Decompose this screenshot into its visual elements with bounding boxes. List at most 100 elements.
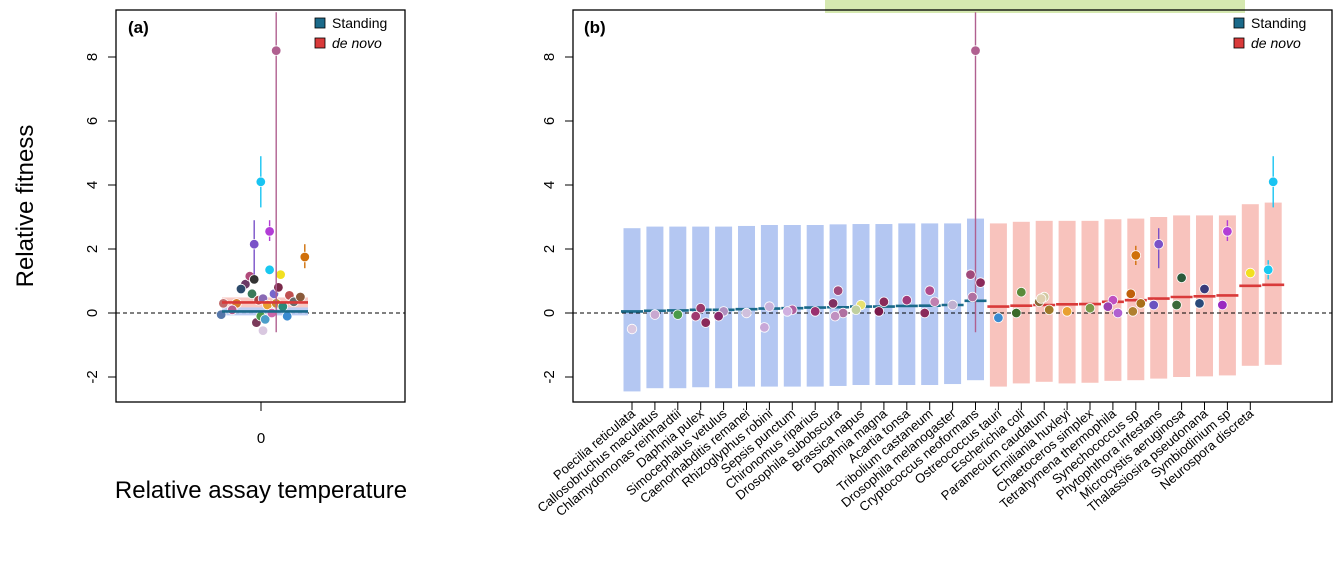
panel-b-y-axis: -2 0 2 4 6 8: [541, 53, 573, 384]
prediction-band: [738, 225, 755, 387]
data-point: [264, 226, 275, 237]
legend-b-denovo-swatch: [1233, 37, 1245, 49]
data-point: [275, 269, 286, 280]
data-point: [273, 282, 284, 293]
prediction-band: [1058, 220, 1076, 384]
data-point: [1153, 238, 1164, 250]
data-point: [1262, 264, 1274, 276]
data-point: [1084, 303, 1096, 314]
data-point: [924, 285, 935, 296]
data-point: [264, 264, 275, 276]
data-point: [1016, 287, 1027, 298]
data-point: [1102, 301, 1114, 312]
data-point: [1112, 307, 1124, 319]
data-point: [759, 322, 770, 333]
data-point: [782, 306, 793, 317]
data-point: [255, 176, 266, 188]
data-point: [1135, 298, 1147, 309]
data-point: [1125, 288, 1137, 300]
panel-b-y-tick-label: 4: [541, 181, 558, 189]
panel-b-y-tick-label: 8: [541, 53, 558, 61]
data-point: [873, 306, 885, 317]
data-point: [1199, 283, 1210, 295]
data-point: [695, 303, 706, 314]
legend-a-denovo-label: de novo: [332, 35, 382, 51]
data-point: [282, 311, 293, 322]
panel-a-plot-area: [116, 12, 405, 336]
legend-a-denovo-swatch: [314, 37, 326, 49]
data-point: [1011, 307, 1022, 319]
data-point: [246, 288, 258, 300]
data-point: [1171, 299, 1182, 311]
data-point: [700, 317, 711, 328]
legend-b-denovo-label: de novo: [1251, 35, 1301, 51]
data-point: [827, 298, 839, 309]
data-point: [713, 311, 724, 322]
panel-b-tag: (b): [584, 18, 606, 37]
panel-a-y-axis: -2 0 2 4 6 8: [84, 53, 116, 384]
data-point: [1061, 306, 1073, 317]
prediction-band: [1012, 221, 1030, 384]
prediction-band: [646, 226, 664, 389]
data-point: [271, 45, 282, 56]
legend-b-standing-swatch: [1233, 17, 1245, 29]
panel-b-y-tick-label: 6: [541, 117, 558, 125]
data-point: [878, 296, 890, 308]
legend-b-standing-label: Standing: [1251, 15, 1306, 31]
x-axis-title: Relative assay temperature: [115, 477, 407, 504]
data-point: [967, 291, 978, 303]
data-point: [295, 291, 306, 303]
prediction-band: [669, 226, 687, 389]
prediction-band: [829, 224, 847, 386]
panel-b-y-tick-label: 0: [541, 309, 558, 317]
data-point: [690, 311, 701, 322]
prediction-band: [921, 223, 939, 385]
panel-b-legend: Standing de novo: [1233, 15, 1306, 51]
data-point: [260, 314, 271, 325]
data-point: [1035, 293, 1047, 304]
panel-a-y-tick-label: 6: [84, 117, 101, 125]
data-point: [1130, 250, 1142, 261]
data-point: [1148, 299, 1159, 311]
panel-b: (b) Standing de novo -2 0 2 4 6 8 Poecilia re…: [534, 9, 1333, 519]
data-point: [1194, 298, 1205, 309]
data-point: [257, 325, 269, 336]
data-point: [1127, 306, 1139, 317]
data-point: [226, 304, 238, 316]
data-point: [829, 311, 841, 322]
prediction-band: [623, 228, 641, 392]
panel-a: (a) Standing de novo -2 0 2 4 6 8 0 Relative …: [12, 9, 407, 504]
data-point: [810, 306, 821, 317]
y-axis-title: Relative fitness: [12, 125, 39, 288]
legend-a-standing-swatch: [314, 17, 326, 29]
data-point: [299, 251, 311, 263]
prediction-band: [1081, 220, 1099, 383]
data-point: [1267, 176, 1279, 188]
panel-a-y-tick-label: -2: [84, 370, 101, 383]
data-point: [965, 269, 976, 280]
data-point: [649, 309, 661, 320]
panel-a-y-tick-label: 0: [84, 309, 101, 317]
panel-b-plot-area: [573, 12, 1332, 392]
data-point: [266, 307, 278, 319]
data-point: [248, 238, 260, 250]
panel-b-y-tick-label: -2: [541, 370, 558, 383]
panel-a-tag: (a): [128, 18, 149, 37]
prediction-band: [806, 225, 824, 387]
data-point: [901, 295, 913, 306]
data-point: [248, 274, 260, 285]
data-point: [1217, 299, 1228, 311]
panel-a-x-tick-label: 0: [257, 430, 265, 447]
panel-a-legend: Standing de novo: [314, 15, 387, 51]
data-point: [672, 309, 684, 320]
data-point: [947, 299, 958, 311]
data-point: [975, 277, 986, 288]
data-point: [970, 45, 981, 56]
header-strip: [825, 0, 1245, 13]
data-point: [1222, 226, 1233, 237]
data-point: [993, 312, 1004, 324]
data-point: [626, 323, 638, 335]
data-point: [1245, 267, 1256, 279]
data-point: [1176, 272, 1187, 284]
